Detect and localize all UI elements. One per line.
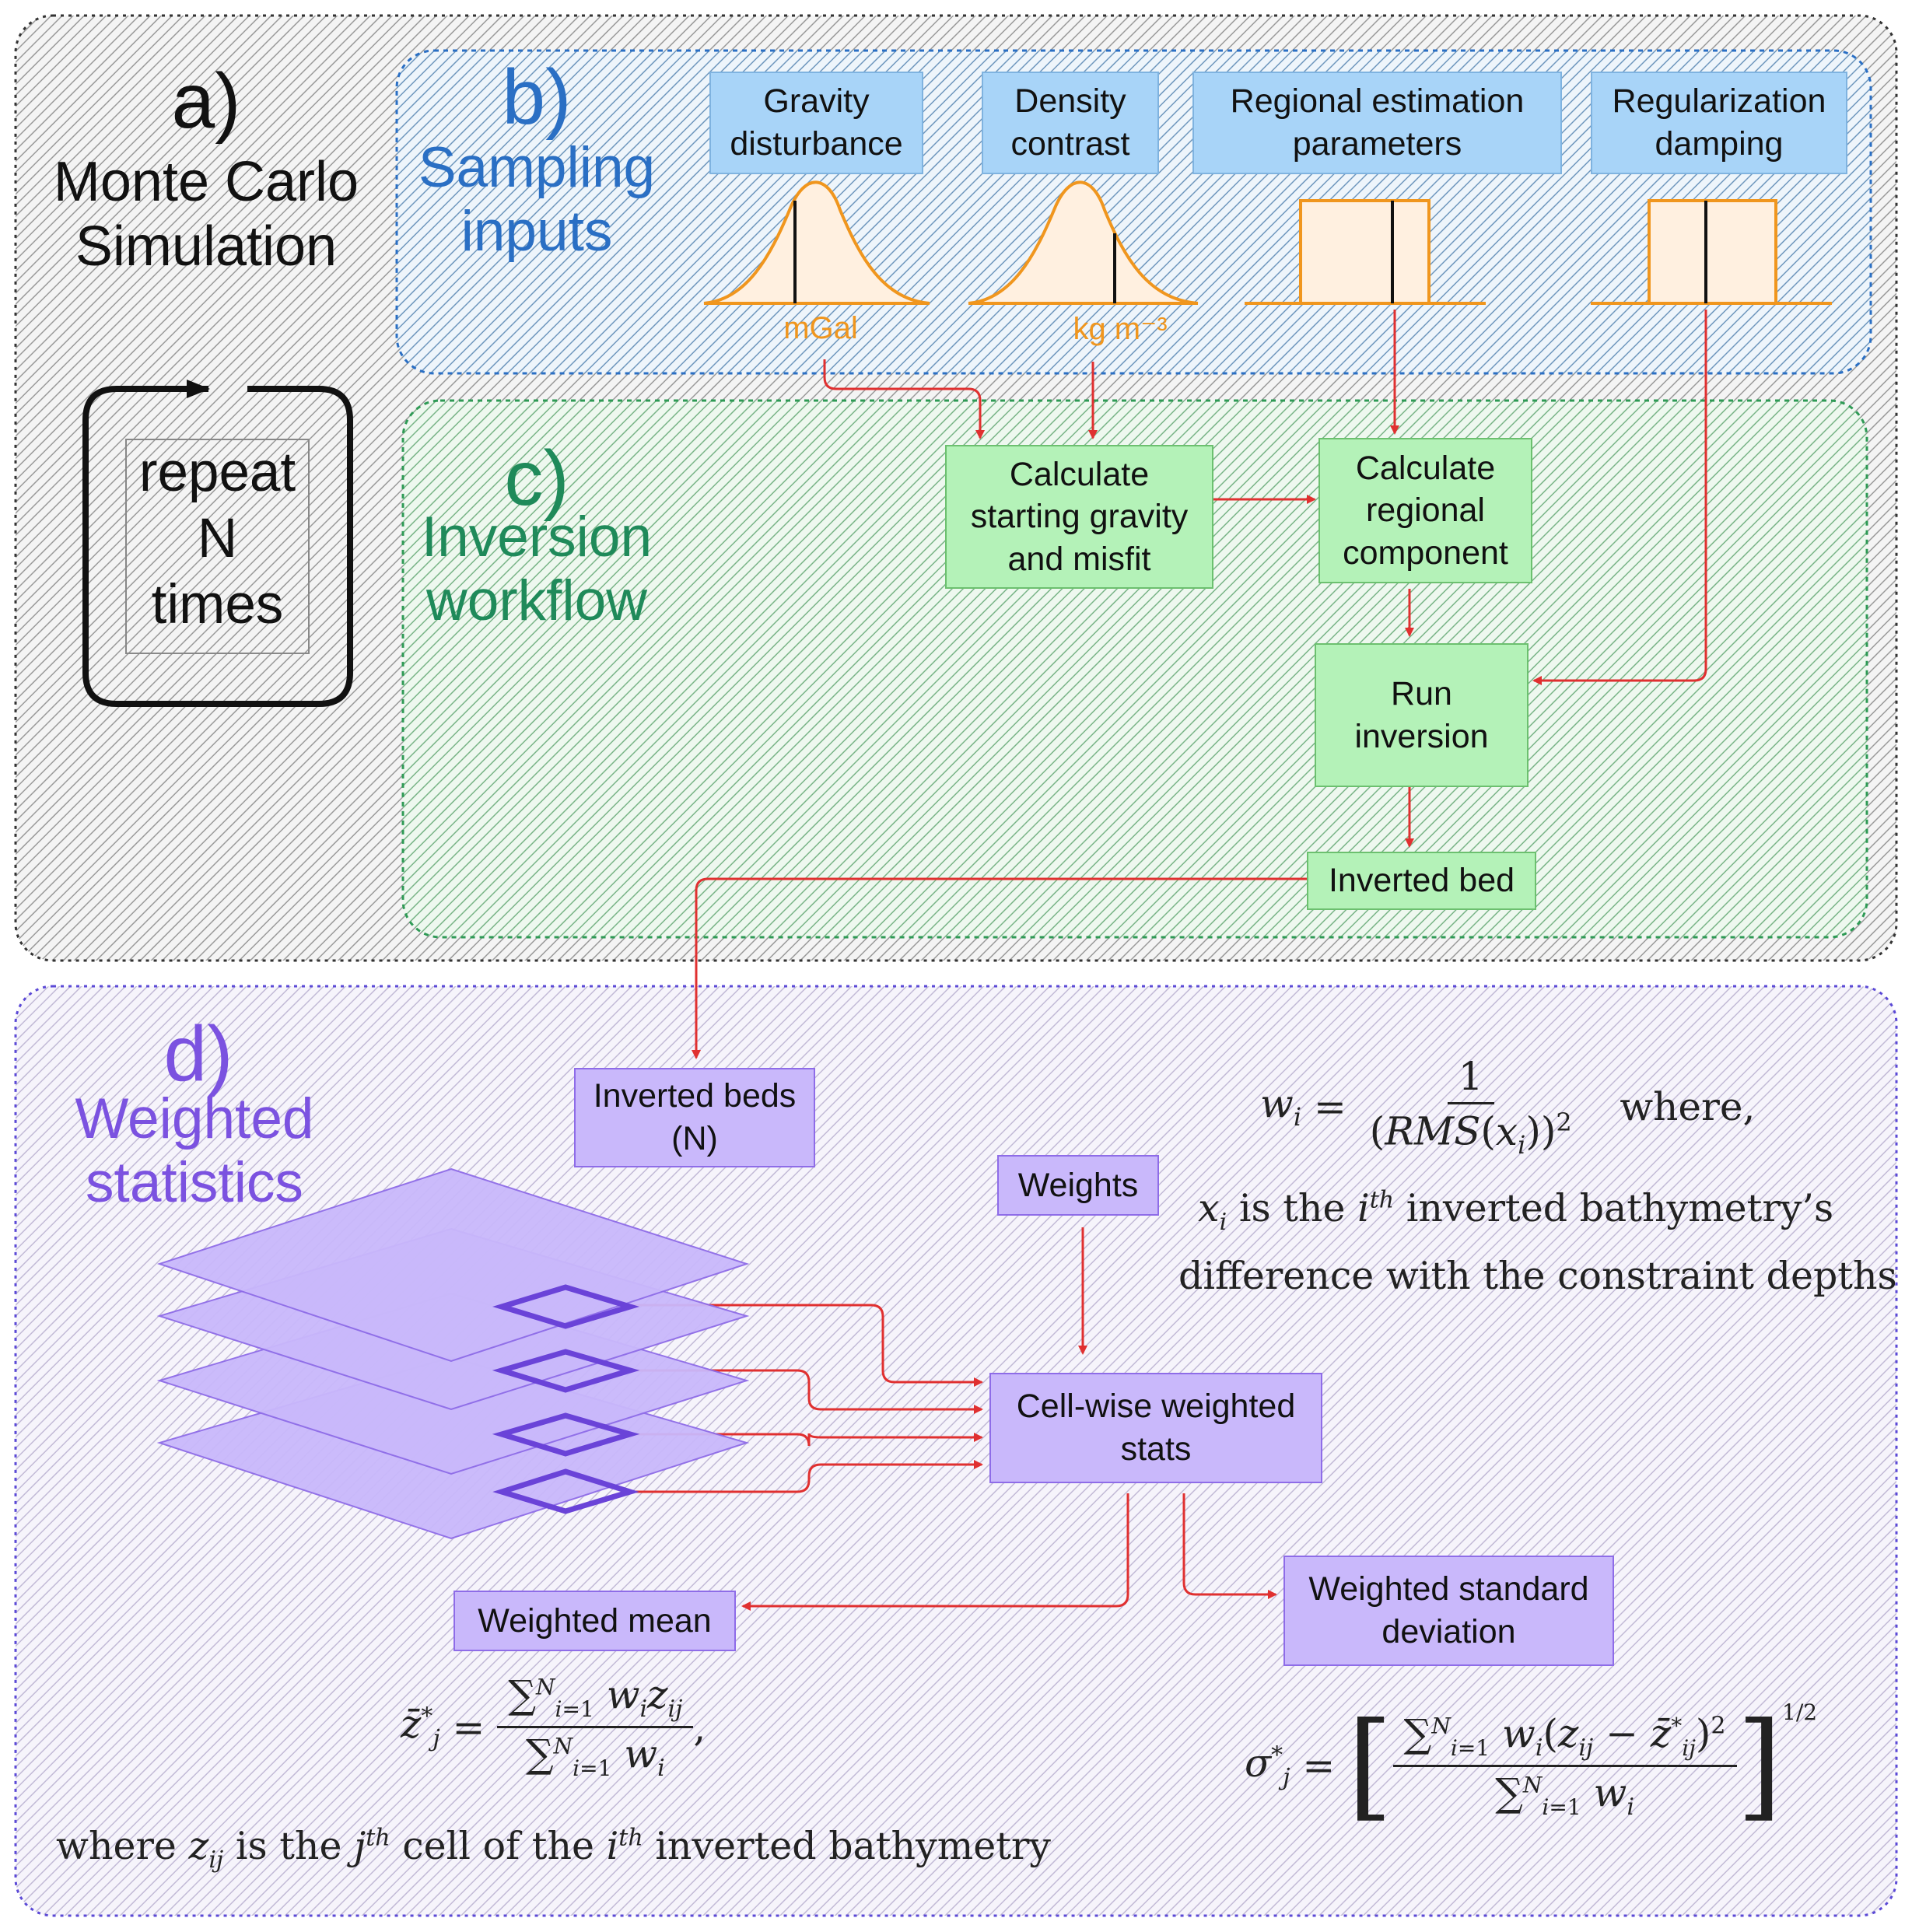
regional-estimation-box: Regional estimation parameters (1192, 72, 1562, 174)
bed-layer-1 (156, 1167, 750, 1363)
weighted-std-box: Weighted standard deviation (1283, 1556, 1614, 1666)
panel-a-title-line1: Monte Carlo (53, 151, 359, 213)
run-inversion-box: Run inversion (1315, 643, 1529, 787)
repeat-line1: repeat (138, 442, 296, 503)
arrow-bed-to-beds (692, 877, 1307, 1059)
arrow-layer1-to-cellwise (630, 1304, 983, 1387)
arrow-layer2-to-cellwise (630, 1369, 983, 1414)
panel-b-title-line2: inputs (460, 199, 613, 263)
bed-cell-4 (492, 1468, 639, 1514)
arrow-damping-to-run (1532, 310, 1707, 685)
density-contrast-box: Density contrast (982, 72, 1159, 174)
panel-b-title: Sampling inputs (397, 136, 677, 264)
weights-box: Weights (997, 1155, 1159, 1216)
arrow-layer4-to-cellwise (630, 1460, 983, 1493)
cellwise-weighted-stats-box: Cell-wise weighted stats (989, 1373, 1322, 1483)
bed-cell-1 (492, 1284, 640, 1329)
panel-c-title-line2: workflow (426, 569, 647, 632)
weighted-mean-box: Weighted mean (453, 1591, 736, 1651)
density-unit-label: kg m⁻³ (1073, 312, 1168, 346)
weight-definition-line2: difference with the constraint depths (1178, 1254, 1897, 1298)
repeat-loop-arrow (82, 380, 353, 707)
weight-definition-line1: xi is the ith inverted bathymetry’s (1198, 1186, 1834, 1236)
density-distribution (968, 180, 1199, 305)
bed-cell-2 (492, 1349, 640, 1393)
panel-d-letter: d) (163, 1010, 233, 1097)
panel-b-title-line1: Sampling (418, 136, 656, 199)
panel-a-title: Monte Carlo Simulation (31, 150, 381, 279)
bed-cell-3 (492, 1412, 640, 1457)
panel-d-title-line1: Weighted (75, 1087, 314, 1150)
std-formula: σ*j = [ ∑Ni=1 wi(zij − z̄*ij)2 ∑Ni=1 wi ]… (1245, 1698, 1818, 1833)
arrow-gravity-to-starting (823, 359, 985, 439)
arrow-layer3-to-cellwise (630, 1433, 983, 1447)
damping-uniform-distribution (1591, 199, 1832, 305)
panel-c-letter: c) (504, 435, 569, 522)
calculate-starting-gravity-box: Calculate starting gravity and misfit (945, 445, 1213, 589)
mean-formula: z̄*j = ∑Ni=1 wizij ∑Ni=1 wi, (401, 1672, 706, 1782)
panel-c-title-line1: Inversion (421, 506, 653, 569)
calculate-regional-box: Calculate regional component (1318, 438, 1532, 583)
panel-a-title-line2: Simulation (75, 215, 338, 278)
regional-uniform-distribution (1245, 199, 1486, 305)
repeat-box (125, 439, 310, 654)
panel-d-title-line2: statistics (86, 1150, 303, 1214)
gravity-unit-label: mGal (783, 311, 858, 345)
bed-cells (492, 1284, 640, 1514)
arrow-cellwise-to-mean (741, 1493, 1129, 1611)
repeat-line2: N (197, 508, 238, 570)
panel-c-title: Inversion workflow (404, 506, 669, 633)
gravity-disturbance-box: Gravity disturbance (709, 72, 923, 174)
panel-d-title: Weighted statistics (47, 1087, 342, 1215)
repeat-text: repeat N times (126, 439, 309, 639)
inverted-bed-layers (156, 1167, 750, 1540)
weight-formula-where: where, (1620, 1083, 1756, 1129)
regularization-damping-box: Regularization damping (1591, 72, 1847, 174)
panel-b-letter: b) (502, 54, 572, 141)
repeat-line3: times (151, 574, 284, 636)
gravity-distribution (703, 180, 930, 305)
weight-formula: wi = 1 (RMS(xi))2 where, (1260, 1054, 1756, 1160)
inverted-beds-box: Inverted beds (N) (574, 1068, 815, 1167)
mean-definition: where zij is the jth cell of the ith inv… (56, 1824, 1051, 1874)
arrow-cellwise-to-std (1182, 1493, 1277, 1599)
inverted-bed-box: Inverted bed (1307, 852, 1536, 910)
panel-a-letter: a) (171, 58, 241, 145)
